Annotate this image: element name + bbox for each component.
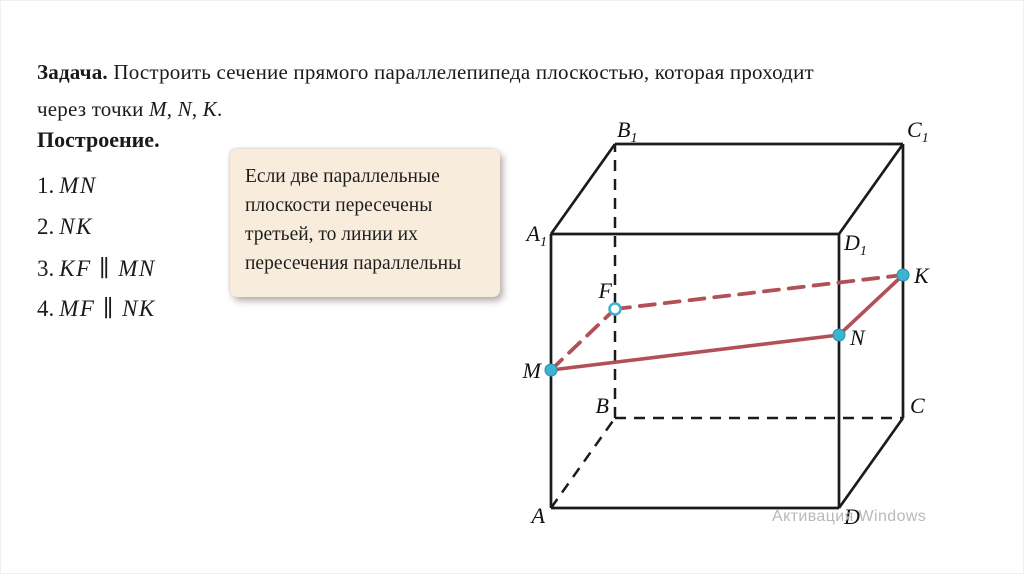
construction-step-1: 1. MN: [37, 173, 97, 199]
vertex-label-A1: A1: [525, 221, 547, 250]
vertex-label-D1: D1: [843, 230, 867, 259]
construction-heading: Построение.: [37, 127, 160, 152]
point-F-marker: [608, 302, 622, 316]
point-k-ref: K: [202, 97, 217, 121]
step-number: 4.: [37, 296, 55, 321]
problem-text-line2-prefix: через точки: [37, 97, 150, 121]
vertex-label-C: C: [910, 393, 925, 418]
construction-step-2: 2. NK: [37, 214, 93, 240]
vertex-label-B1: B1: [617, 117, 637, 146]
section-line-N-K: [837, 273, 905, 337]
section-line-M-N: [549, 333, 841, 372]
point-label-F: F: [598, 278, 613, 303]
construction-step-4: 4. MF ∥ NK: [37, 296, 156, 322]
edge-A-B-hidden: [549, 417, 617, 509]
vertex-label-A: A: [530, 503, 546, 528]
point-label-K: K: [913, 263, 930, 288]
theorem-note-text: Если две параллельные плоскости пересече…: [245, 166, 462, 274]
separator: ,: [191, 97, 203, 121]
point-m-ref: M: [149, 97, 167, 121]
edge-D-C: [837, 417, 905, 509]
problem-label: Задача.: [37, 60, 108, 84]
point-n-ref: N: [177, 97, 192, 121]
step-number: 2.: [37, 214, 55, 239]
vertex-label-D: D: [843, 504, 860, 529]
step-expression: NK: [59, 214, 93, 239]
point-label-M: M: [522, 358, 543, 383]
sentence-end: .: [216, 97, 223, 121]
point-label-N: N: [849, 325, 866, 350]
point-M-marker: [544, 363, 558, 377]
theorem-note-card: Если две параллельные плоскости пересече…: [230, 149, 500, 297]
section-line-F-K-hidden: [613, 273, 905, 311]
step-expression: KF ∥ MN: [59, 256, 156, 281]
point-N-marker: [832, 328, 846, 342]
construction-step-3: 3. KF ∥ MN: [37, 256, 156, 282]
step-expression: MN: [59, 173, 97, 198]
step-expression: MF ∥ NK: [59, 296, 156, 321]
vertex-label-C1: C1: [907, 117, 929, 146]
vertex-label-B: B: [596, 393, 609, 418]
windows-activation-watermark: Активация Windows: [772, 508, 927, 525]
section-line-M-F-hidden: [549, 307, 617, 372]
edge-A1-B1: [549, 143, 617, 235]
step-number: 1.: [37, 173, 55, 198]
edge-C1-D1: [837, 143, 905, 235]
problem-statement: Задача. Построить сечение прямого паралл…: [37, 54, 1002, 128]
separator: ,: [166, 97, 178, 121]
point-K-marker: [896, 268, 910, 282]
problem-text-line1: Построить сечение прямого параллелепипед…: [107, 60, 814, 84]
step-number: 3.: [37, 256, 55, 281]
